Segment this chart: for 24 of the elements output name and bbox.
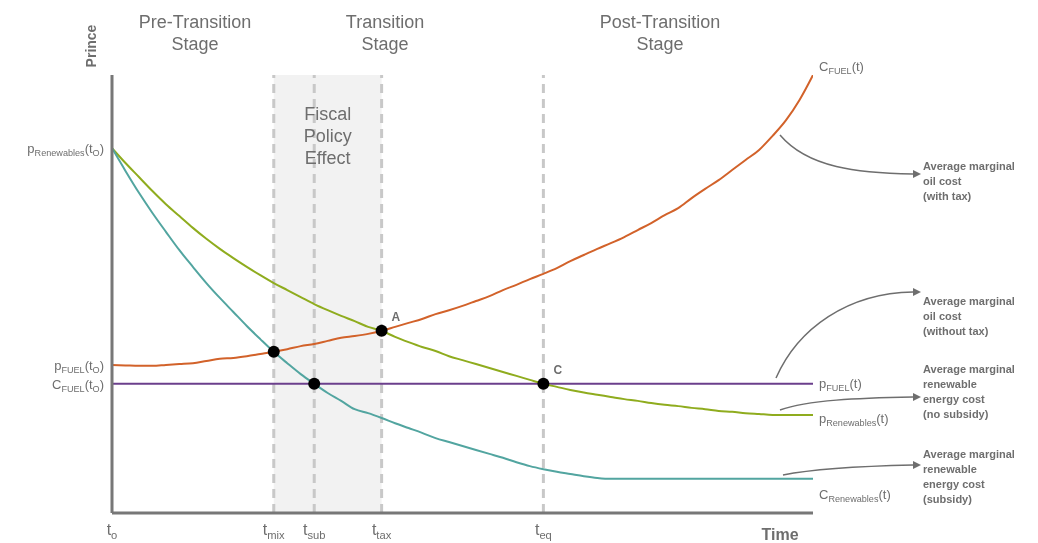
series-label: p$_{Renewables}$(t) <box>819 410 889 429</box>
text: Post-Transition Stage <box>599 12 721 54</box>
annotation: C$_{FUEL}$(t$_{O}$) <box>51 376 104 394</box>
annotation: C <box>553 362 563 377</box>
text: Pre-Transition Stage <box>138 12 252 54</box>
x-axis-title: Time <box>761 526 799 543</box>
annotation: p$_{FUEL}$(t$_{O}$) <box>54 357 104 376</box>
text: Transition Stage <box>345 12 425 54</box>
y-axis-title: Prince <box>83 24 99 68</box>
x-tick-label: t$_{sub}$ <box>302 521 326 541</box>
band-label: Fiscal Policy Effect <box>303 104 352 168</box>
text: Average marginal oil cost (without tax) <box>923 295 1015 337</box>
text: Average marginal renewable energy cost (no subsidy) <box>923 363 1015 420</box>
x-tick-label: t$_{eq}$ <box>534 521 552 541</box>
text: Average marginal renewable energy cost (subsidy) <box>923 448 1015 505</box>
series-label: p$_{FUEL}$(t) <box>819 375 862 393</box>
annotation: p$_{Renewables}$(t$_{O}$) <box>27 141 104 159</box>
text: Average marginal oil cost (with tax) <box>923 160 1015 202</box>
x-tick-label: t$_{o}$ <box>106 521 118 541</box>
series-label: C$_{Renewables}$(t) <box>819 486 891 504</box>
series-label: C$_{FUEL}$(t) <box>819 59 864 77</box>
x-tick-label: t$_{mix}$ <box>262 521 286 541</box>
x-tick-label: t$_{tax}$ <box>371 521 392 541</box>
annotation: A <box>391 309 401 324</box>
